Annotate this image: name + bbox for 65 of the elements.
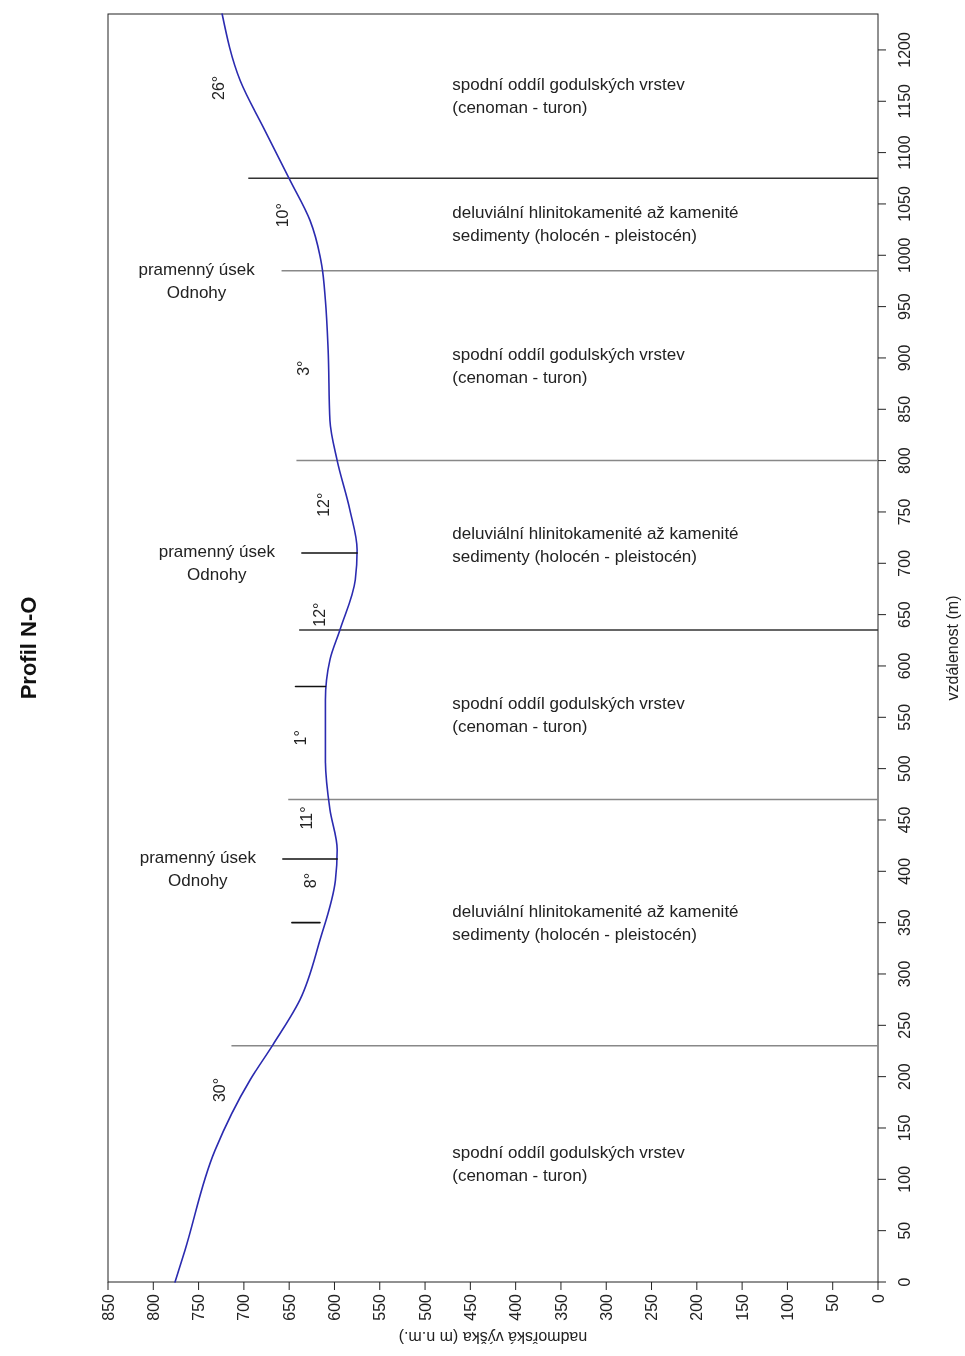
y-tick-label: 950 bbox=[895, 293, 913, 320]
y-tick-label: 0 bbox=[895, 1277, 913, 1287]
x-tick-label: 700 bbox=[235, 1293, 253, 1321]
y-tick-label: 900 bbox=[895, 344, 913, 372]
annotation: deluviální hlinitokamenité až kamenité sedimenty (holocén - pleistocén) bbox=[452, 901, 739, 944]
annotation: pramenný úsek Odnohy bbox=[158, 542, 276, 585]
text: Profil N-O bbox=[16, 596, 41, 700]
x-tick-label: 800 bbox=[144, 1293, 162, 1321]
y-tick-label: 350 bbox=[895, 909, 913, 936]
y-tick-label: 100 bbox=[895, 1165, 913, 1193]
y-tick-label: 1150 bbox=[895, 83, 913, 119]
x-tick-label: 200 bbox=[688, 1293, 706, 1321]
x-tick-label: 150 bbox=[733, 1293, 751, 1321]
annotation: spodní oddíl godulských vrstev (cenoman - turon) bbox=[452, 693, 686, 736]
annotation: 12° bbox=[311, 602, 329, 627]
annotation: 8° bbox=[301, 872, 319, 889]
y-tick-label: 250 bbox=[895, 1011, 913, 1039]
annotation: deluviální hlinitokamenité až kamenité sedimenty (holocén - pleistocén) bbox=[452, 524, 739, 567]
annotation: 10° bbox=[273, 203, 291, 228]
x-tick-label: 650 bbox=[280, 1293, 298, 1321]
y-tick-label: 700 bbox=[895, 549, 913, 577]
annotation: 11° bbox=[298, 806, 316, 830]
y-tick-label: 200 bbox=[895, 1063, 913, 1091]
y-tick-label: 300 bbox=[895, 960, 913, 988]
x-tick-label: 400 bbox=[507, 1293, 525, 1321]
x-tick-label: 550 bbox=[371, 1293, 389, 1321]
x-tick-label: 600 bbox=[326, 1293, 344, 1321]
y-axis-title: vzdálenost (m) bbox=[943, 595, 961, 701]
y-tick-label: 850 bbox=[895, 395, 913, 423]
annotation: pramenný úsek Odnohy bbox=[139, 847, 257, 890]
y-tick-label: 750 bbox=[895, 498, 913, 526]
x-tick-label: 300 bbox=[597, 1293, 615, 1321]
y-tick-label: 450 bbox=[895, 806, 913, 834]
y-tick-label: 600 bbox=[895, 652, 913, 680]
annotation: 12° bbox=[314, 492, 332, 517]
annotation: 1° bbox=[292, 730, 310, 746]
annotation: deluviální hlinitokamenité až kamenité sedimenty (holocén - pleistocén) bbox=[452, 203, 739, 246]
x-tick-label: 450 bbox=[461, 1293, 479, 1321]
annotation: spodní oddíl godulských vrstev (cenoman - turon) bbox=[452, 75, 686, 118]
x-axis-title: nadmořská výška (m n.m.) bbox=[398, 1329, 588, 1347]
x-tick-label: 350 bbox=[552, 1293, 570, 1321]
annotation: 26° bbox=[210, 75, 228, 101]
annotation: 3° bbox=[294, 360, 312, 376]
y-tick-label: 1050 bbox=[895, 186, 913, 222]
x-tick-label: 250 bbox=[643, 1293, 661, 1321]
y-tick-label: 1200 bbox=[895, 32, 913, 68]
annotation: spodní oddíl godulských vrstev (cenoman - turon) bbox=[452, 1142, 686, 1185]
y-tick-label: 400 bbox=[895, 857, 913, 885]
annotation: spodní oddíl godulských vrstev (cenoman - turon) bbox=[452, 344, 686, 387]
x-tick-label: 100 bbox=[779, 1293, 797, 1321]
x-tick-label: 0 bbox=[869, 1293, 887, 1303]
x-tick-label: 500 bbox=[416, 1293, 434, 1321]
y-tick-label: 50 bbox=[895, 1221, 913, 1240]
x-tick-label: 50 bbox=[824, 1293, 842, 1312]
x-tick-label: 850 bbox=[99, 1293, 117, 1321]
y-tick-label: 1000 bbox=[895, 237, 913, 274]
y-tick-label: 550 bbox=[895, 703, 913, 731]
x-tick-label: 750 bbox=[190, 1293, 208, 1321]
annotation: 30° bbox=[211, 1077, 229, 1103]
ref-line-label: pramenný úsek Odnohy bbox=[138, 259, 256, 302]
y-tick-label: 1100 bbox=[895, 135, 913, 170]
y-tick-label: 150 bbox=[895, 1114, 913, 1142]
y-tick-label: 800 bbox=[895, 447, 913, 474]
y-tick-label: 500 bbox=[895, 755, 913, 782]
y-tick-label: 650 bbox=[895, 601, 913, 628]
